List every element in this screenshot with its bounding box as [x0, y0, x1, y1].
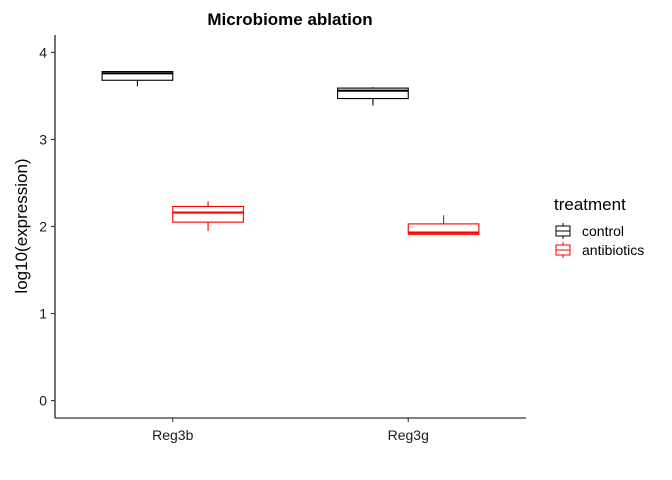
y-tick-label: 0	[39, 393, 47, 409]
box-body	[101, 71, 174, 81]
box-control-Reg3b	[101, 71, 174, 87]
plot-area: 0 1 2 3 4 Reg3b Reg3g	[39, 35, 526, 443]
legend-item-control: control	[555, 223, 624, 239]
legend: treatment control antibiotics	[554, 195, 644, 258]
y-tick-label: 3	[39, 131, 47, 147]
boxes	[101, 71, 480, 235]
chart-title: Microbiome ablation	[207, 10, 372, 29]
legend-items: control antibiotics	[555, 223, 644, 258]
y-ticks: 0 1 2 3 4	[39, 44, 55, 409]
legend-label: antibiotics	[582, 242, 644, 258]
y-tick-label: 4	[39, 44, 47, 60]
box-body	[407, 223, 480, 235]
legend-title: treatment	[554, 195, 626, 214]
y-axis-title: log10(expression)	[12, 158, 31, 293]
x-ticks: Reg3b Reg3g	[152, 418, 429, 443]
legend-label: control	[582, 223, 624, 239]
box-body	[337, 87, 409, 100]
y-tick-label: 2	[39, 219, 47, 235]
box-body	[172, 205, 244, 223]
box-antibiotics-Reg3b	[172, 201, 244, 231]
x-tick-label: Reg3b	[152, 427, 193, 443]
box-control-Reg3g	[337, 87, 409, 106]
x-tick-label: Reg3g	[388, 427, 429, 443]
box-antibiotics-Reg3g	[407, 215, 480, 235]
legend-item-antibiotics: antibiotics	[555, 242, 644, 258]
y-tick-label: 1	[39, 306, 47, 322]
